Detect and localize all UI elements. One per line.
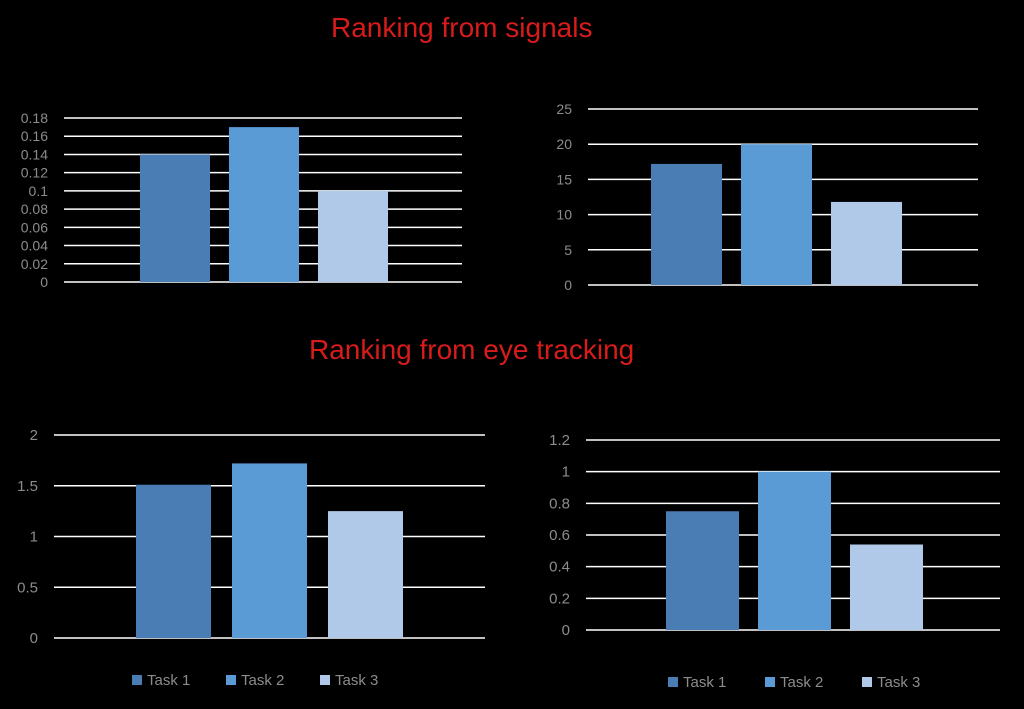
legend-swatch bbox=[132, 675, 142, 685]
legend-swatch bbox=[320, 675, 330, 685]
y-tick-label: 0.06 bbox=[21, 219, 48, 235]
y-tick-label: 0.2 bbox=[549, 590, 570, 607]
y-tick-label: 1.2 bbox=[549, 432, 570, 449]
y-tick-label: 0 bbox=[40, 274, 48, 290]
bar-task-1 bbox=[140, 154, 210, 282]
y-tick-label: 2 bbox=[30, 427, 38, 444]
y-tick-label: 5 bbox=[564, 242, 572, 258]
legend-swatch bbox=[862, 677, 872, 687]
signals-chart-left: 0 0.02 0.04 0.06 0.08 0.1 0.12 0.14 0.16 0.18 bbox=[21, 110, 462, 290]
y-tick-label: 0.16 bbox=[21, 128, 48, 144]
y-tick-label: 25 bbox=[556, 101, 572, 117]
y-tick-label: 0.6 bbox=[549, 527, 570, 544]
bar-task-3 bbox=[831, 201, 902, 285]
y-tick-label: 10 bbox=[556, 207, 572, 223]
y-tick-label: 0.08 bbox=[21, 201, 48, 217]
legend-label: Task 1 bbox=[683, 674, 726, 691]
bar-task-2 bbox=[232, 463, 307, 638]
y-tick-label: 0 bbox=[30, 630, 38, 647]
bar-task-3 bbox=[850, 544, 923, 630]
y-tick-label: 15 bbox=[556, 171, 572, 187]
y-tick-label: 0.14 bbox=[21, 146, 48, 162]
legend-swatch bbox=[668, 677, 678, 687]
legend-label: Task 1 bbox=[147, 672, 190, 689]
legend-swatch bbox=[765, 677, 775, 687]
y-tick-label: 1 bbox=[30, 529, 38, 546]
bar-task-2 bbox=[741, 144, 812, 285]
legend-label: Task 2 bbox=[241, 672, 284, 689]
legend-label: Task 2 bbox=[780, 674, 823, 691]
y-tick-label: 0.02 bbox=[21, 256, 48, 272]
bar-task-2 bbox=[229, 127, 299, 282]
bar-task-2 bbox=[758, 471, 831, 630]
y-tick-label: 0.5 bbox=[17, 579, 38, 596]
y-tick-label: 0 bbox=[562, 622, 570, 639]
bar-task-1 bbox=[666, 511, 739, 630]
y-tick-label: 0 bbox=[564, 277, 572, 293]
y-tick-label: 0.12 bbox=[21, 165, 48, 181]
y-tick-label: 0.1 bbox=[29, 183, 49, 199]
legend-label: Task 3 bbox=[877, 674, 920, 691]
bar-task-1 bbox=[136, 484, 211, 638]
y-tick-label: 1.5 bbox=[17, 478, 38, 495]
y-tick-label: 0.18 bbox=[21, 110, 48, 126]
heading-ranking-from-eye-tracking: Ranking from eye tracking bbox=[309, 334, 635, 365]
bar-task-3 bbox=[318, 190, 388, 282]
y-tick-label: 0.8 bbox=[549, 495, 570, 512]
eye-tracking-chart-right: 0 0.2 0.4 0.6 0.8 1 1.2 Task 1 Task 2 Task 3 bbox=[549, 432, 1000, 691]
y-tick-label: 0.04 bbox=[21, 238, 48, 254]
heading-ranking-from-signals: Ranking from signals bbox=[331, 12, 593, 43]
legend-swatch bbox=[226, 675, 236, 685]
y-tick-label: 0.4 bbox=[549, 559, 570, 576]
y-tick-label: 1 bbox=[562, 464, 570, 481]
legend-label: Task 3 bbox=[335, 672, 378, 689]
signals-chart-right: 0 5 10 15 20 25 bbox=[556, 101, 978, 293]
bar-task-1 bbox=[651, 163, 722, 285]
bar-task-3 bbox=[328, 511, 403, 638]
eye-tracking-chart-left: 0 0.5 1 1.5 2 Task 1 Task 2 Task 3 bbox=[17, 427, 485, 689]
y-tick-label: 20 bbox=[556, 136, 572, 152]
